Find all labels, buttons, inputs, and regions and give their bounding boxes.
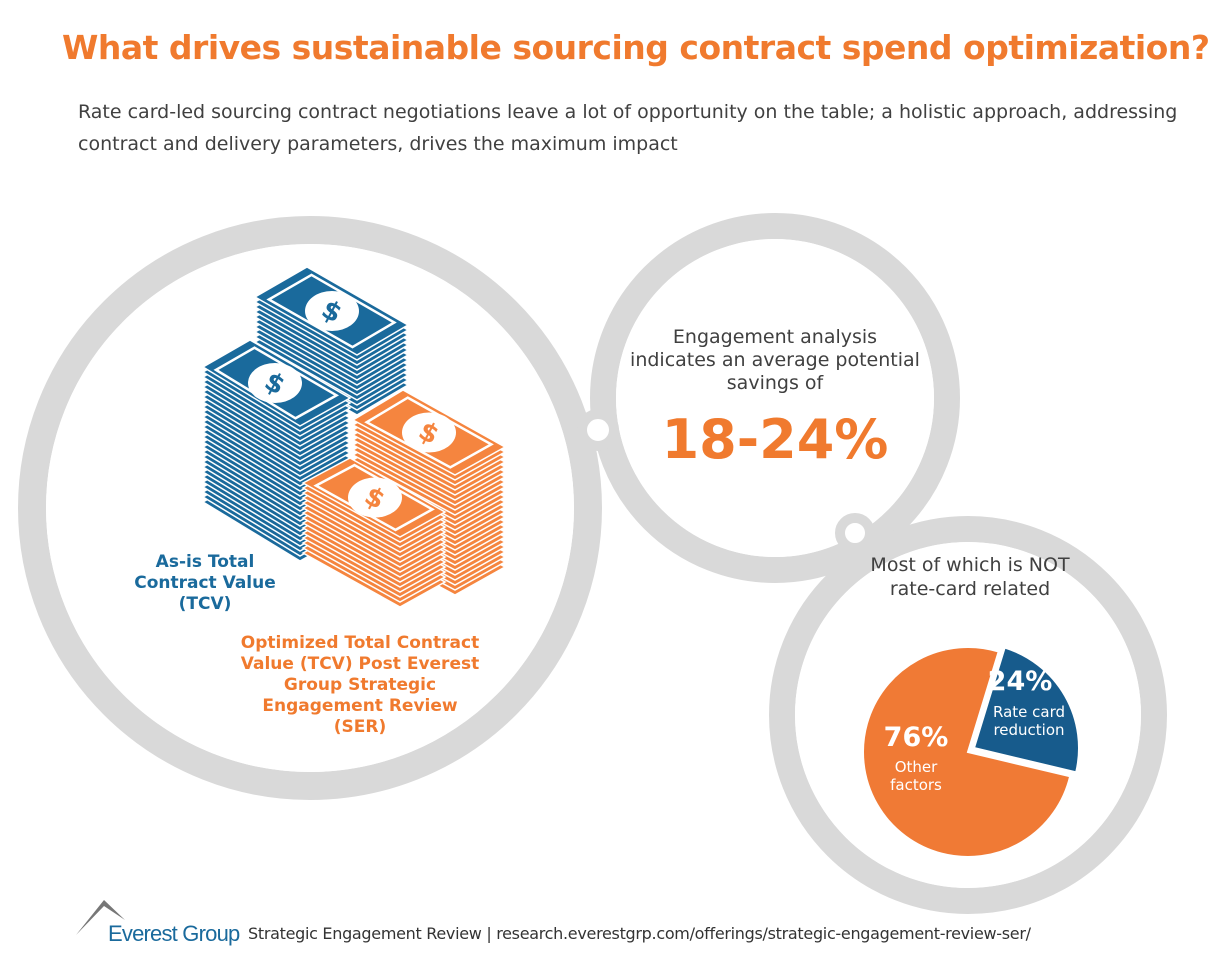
pie-slice xyxy=(862,646,1072,858)
bill-border xyxy=(266,273,397,349)
ring-middle-inner xyxy=(616,239,934,557)
coin xyxy=(402,412,456,453)
dollar-bill-stack-icon: $$$$ xyxy=(201,266,507,608)
optimized-tcv-label: Optimized Total Contract Value (TCV) Pos… xyxy=(240,633,480,737)
bill-stack: $ xyxy=(253,266,410,416)
footer-text: Strategic Engagement Review | research.e… xyxy=(248,924,1031,943)
connector-dot xyxy=(835,513,875,553)
bill-stack: $ xyxy=(301,457,447,608)
page-title: What drives sustainable sourcing contrac… xyxy=(62,28,1210,67)
savings-range: 18-24% xyxy=(661,408,889,471)
ring-middle xyxy=(590,213,960,583)
pie-label-value-other: 76% xyxy=(883,722,949,753)
bill-border xyxy=(313,463,435,532)
everest-logo-text: Everest Group xyxy=(108,921,240,946)
pie-label-rate-card: Rate card reduction xyxy=(992,703,1066,739)
connector-dot xyxy=(577,409,619,451)
bill-stack: $ xyxy=(201,339,352,562)
ring-large xyxy=(18,216,602,800)
coin xyxy=(348,477,402,518)
breakdown-text: Most of which is NOT rate-card related xyxy=(870,554,1070,600)
coin xyxy=(305,291,359,331)
pie-label-value-rate-card: 24% xyxy=(987,666,1053,697)
page-subtitle: Rate card-led sourcing contract negotiat… xyxy=(78,101,1178,155)
bill-border xyxy=(213,346,340,420)
as-is-tcv-label: As-is Total Contract Value (TCV) xyxy=(134,552,276,614)
bill-border xyxy=(364,396,494,469)
pie-slice xyxy=(972,646,1080,774)
engagement-text: Engagement analysis indicates an average… xyxy=(630,326,920,394)
coin xyxy=(248,363,302,403)
everest-logo-mark xyxy=(76,900,125,935)
pie-chart xyxy=(862,646,1080,858)
ring-small xyxy=(769,516,1167,914)
pie-label-other: Other factors xyxy=(890,758,942,794)
